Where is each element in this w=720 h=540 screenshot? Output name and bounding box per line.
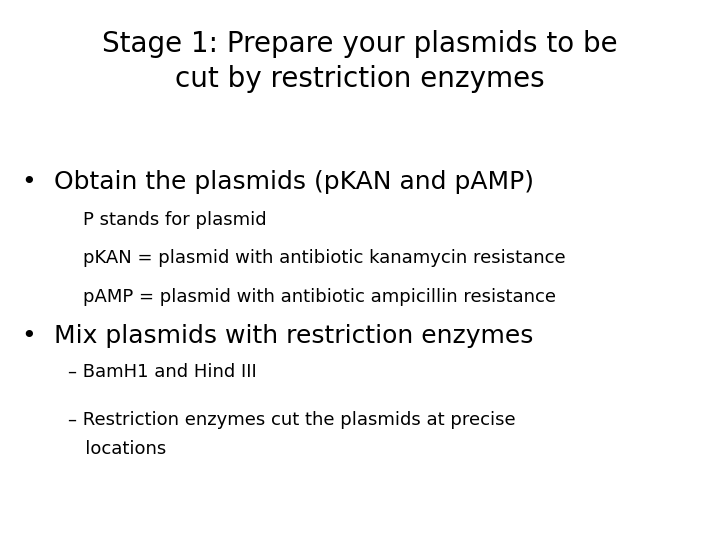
Text: Obtain the plasmids (pKAN and pAMP): Obtain the plasmids (pKAN and pAMP) — [54, 170, 534, 194]
Text: Mix plasmids with restriction enzymes: Mix plasmids with restriction enzymes — [54, 324, 534, 348]
Text: •: • — [22, 170, 36, 194]
Text: – Restriction enzymes cut the plasmids at precise: – Restriction enzymes cut the plasmids a… — [68, 411, 516, 429]
Text: Stage 1: Prepare your plasmids to be
cut by restriction enzymes: Stage 1: Prepare your plasmids to be cut… — [102, 30, 618, 93]
Text: pAMP = plasmid with antibiotic ampicillin resistance: pAMP = plasmid with antibiotic ampicilli… — [83, 288, 556, 306]
Text: •: • — [22, 324, 36, 348]
Text: locations: locations — [68, 440, 166, 458]
Text: – BamH1 and Hind III: – BamH1 and Hind III — [68, 363, 257, 381]
Text: P stands for plasmid: P stands for plasmid — [83, 211, 266, 228]
Text: pKAN = plasmid with antibiotic kanamycin resistance: pKAN = plasmid with antibiotic kanamycin… — [83, 249, 565, 267]
